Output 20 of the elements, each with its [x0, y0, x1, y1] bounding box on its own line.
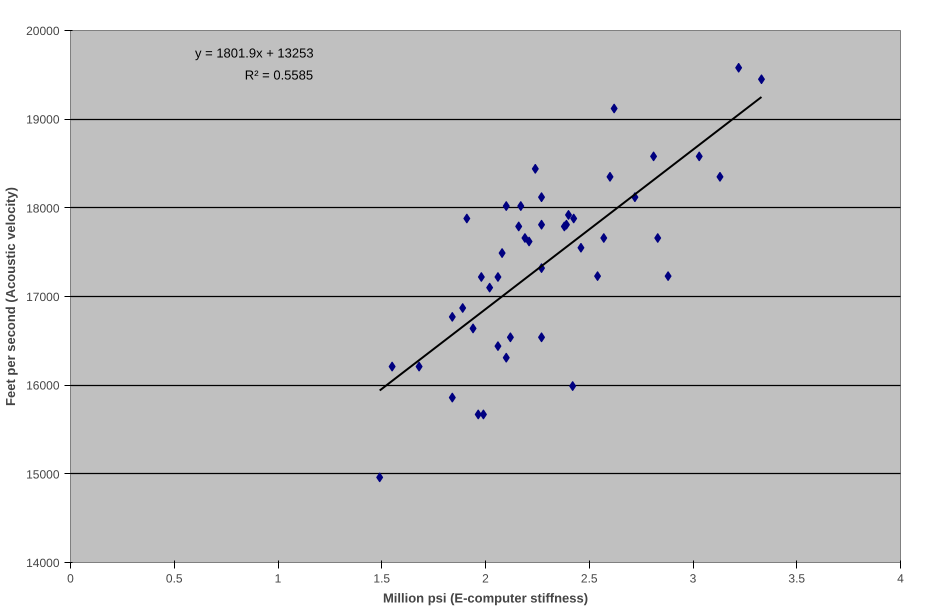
y-tick-label: 19000 — [26, 112, 60, 127]
x-tick-label: 3.5 — [788, 572, 806, 586]
x-tick-label: 4 — [897, 572, 904, 586]
y-tick-label: 14000 — [26, 556, 60, 570]
y-tick-label: 20000 — [26, 24, 60, 38]
x-tick-label: 0.5 — [166, 572, 183, 586]
x-tick-label: 2 — [482, 572, 490, 586]
x-tick-label: 3 — [690, 572, 697, 586]
x-axis-title: Million psi (E-computer stiffness) — [382, 590, 588, 606]
y-axis-title: Feet per second (Acoustic velocity) — [3, 187, 18, 406]
y-tick-label: 15000 — [26, 467, 60, 482]
x-tick-label: 1.5 — [373, 572, 390, 586]
y-tick-label: 18000 — [26, 201, 60, 216]
y-tick-label: 16000 — [26, 378, 60, 393]
x-tick-label: 1 — [274, 572, 282, 586]
annotation: R² = 0.5585 — [244, 68, 314, 82]
y-tick-label: 17000 — [26, 290, 60, 304]
x-tick-label: 0 — [67, 572, 74, 586]
annotation: y = 1801.9x + 13253 — [195, 46, 314, 60]
x-tick-label: 2.5 — [580, 572, 598, 586]
